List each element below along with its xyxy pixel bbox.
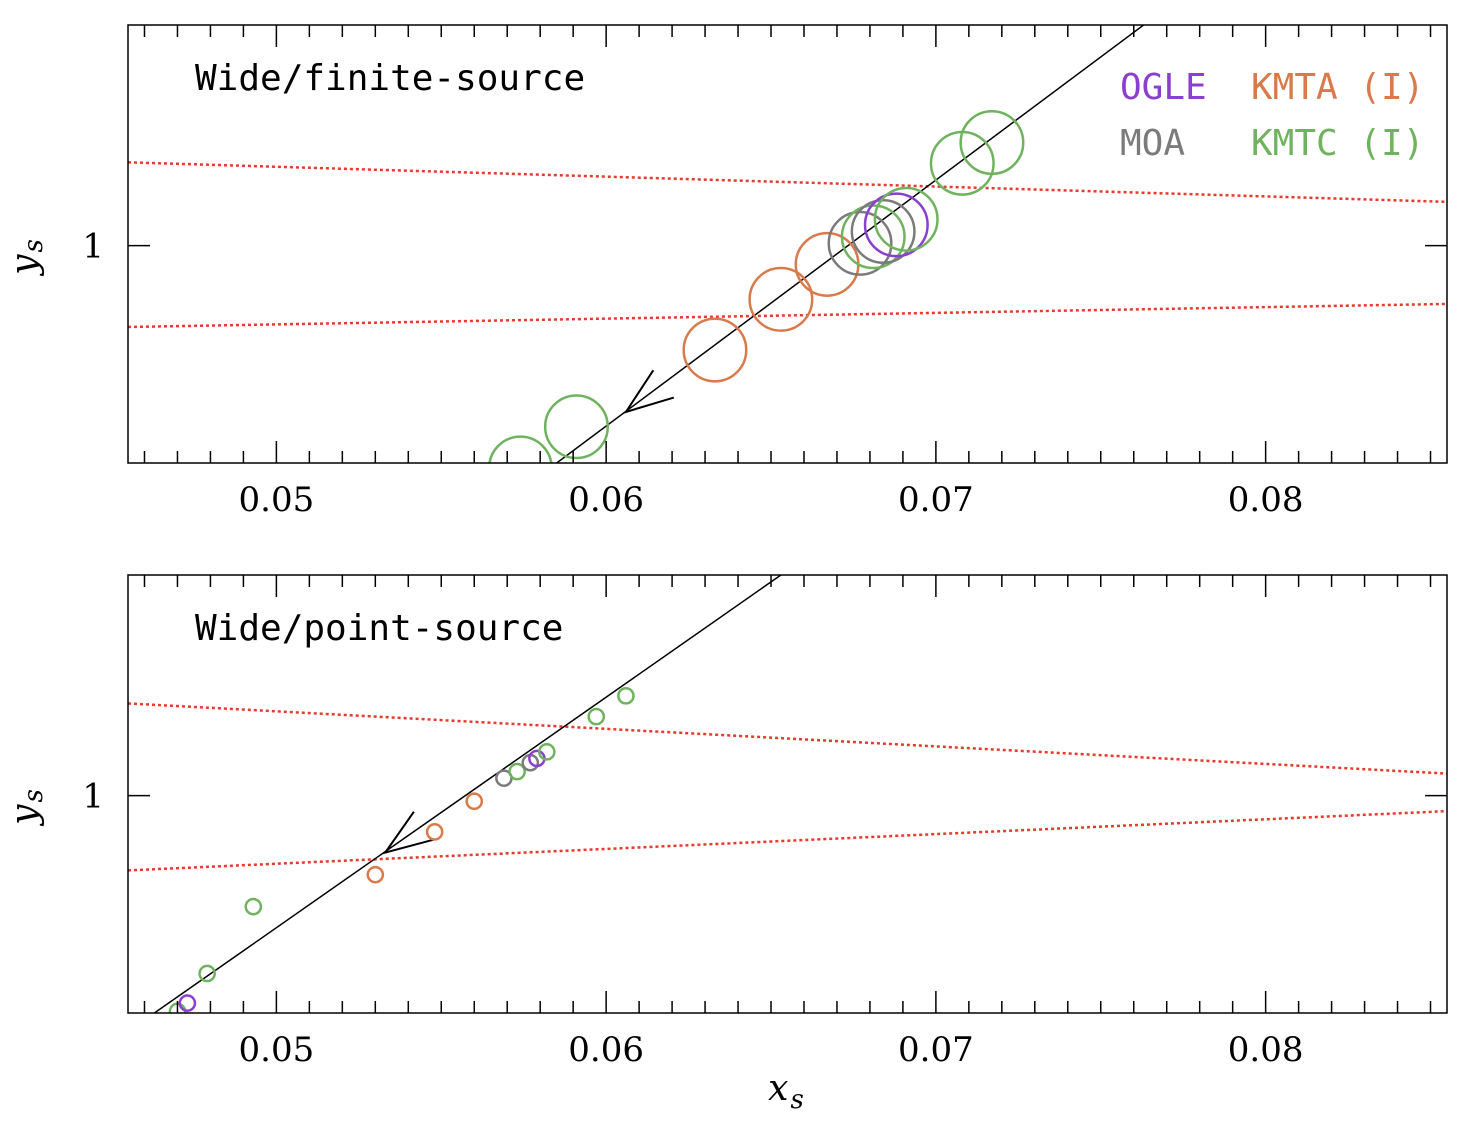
source-circle-kmtci xyxy=(537,743,556,761)
source-circle-kmtci xyxy=(617,687,635,705)
source-circle-kmtci xyxy=(244,897,263,916)
y-tick-label: 1 xyxy=(82,227,104,267)
source-circle-moa xyxy=(850,198,916,265)
plot-area xyxy=(128,25,1447,463)
x-tick-label: 0.06 xyxy=(568,480,644,520)
plot-area xyxy=(128,575,1447,1013)
source-circle-kmtai xyxy=(425,823,444,841)
source-circle-kmtai xyxy=(748,266,814,332)
caustic-line-1 xyxy=(128,809,1447,872)
panel-title: Wide/point-source xyxy=(195,608,563,649)
source-circle-kmtci xyxy=(488,435,553,463)
legend: OGLE KMTA (I) MOA KMTC (I) xyxy=(1120,67,1424,164)
legend-item-kmta: KMTA (I) xyxy=(1251,67,1424,108)
source-circle-ogle xyxy=(178,994,197,1012)
source-circle-kmtci xyxy=(543,394,609,460)
source-circle-kmtci xyxy=(587,707,606,726)
x-tick-label: 0.08 xyxy=(1228,1030,1304,1070)
trajectory-arrow xyxy=(623,369,675,414)
plot-frame xyxy=(127,24,1448,464)
source-circle-kmtci xyxy=(198,964,216,983)
caustic-line-0 xyxy=(128,702,1447,775)
x-tick-label: 0.08 xyxy=(1228,480,1304,520)
source-circle-kmtci xyxy=(959,110,1025,176)
caustic-line-1 xyxy=(128,302,1447,329)
panel-title: Wide/finite-source xyxy=(195,58,585,99)
y-axis-label: ys xyxy=(4,789,49,827)
source-circle-kmtai xyxy=(366,865,385,884)
trajectory-arrow xyxy=(382,811,434,855)
trajectory-line xyxy=(153,575,782,1013)
legend-item-ogle: OGLE xyxy=(1120,67,1207,108)
x-tick-label: 0.06 xyxy=(568,1030,644,1070)
legend-item-kmtc: KMTC (I) xyxy=(1251,123,1424,164)
x-tick-label: 0.07 xyxy=(898,1030,974,1070)
x-tick-label: 0.07 xyxy=(898,480,974,520)
panel-wide-finite-source: Wide/finite-source OGLE KMTA (I) MOA KMT… xyxy=(4,24,1448,520)
panel-wide-point-source: Wide/point-source ys xs 0.05 0.06 0.07 0.08… xyxy=(4,574,1448,1115)
x-tick-label: 0.05 xyxy=(239,480,315,520)
source-circle-kmtai xyxy=(682,317,748,383)
y-tick-label: 1 xyxy=(82,777,104,817)
plot-frame xyxy=(127,574,1448,1014)
source-circle-kmtai xyxy=(465,792,484,811)
legend-item-moa: MOA xyxy=(1120,123,1185,164)
source-circle-kmtci xyxy=(508,762,526,781)
y-axis-label: ys xyxy=(4,239,49,277)
source-circle-ogle xyxy=(863,192,929,258)
x-tick-label: 0.05 xyxy=(239,1030,315,1070)
source-circle-kmtai xyxy=(794,231,860,297)
source-circle-kmtci xyxy=(873,186,939,252)
source-circle-kmtci xyxy=(929,130,995,196)
x-axis-label: xs xyxy=(768,1068,804,1115)
caustic-line-0 xyxy=(128,161,1447,204)
